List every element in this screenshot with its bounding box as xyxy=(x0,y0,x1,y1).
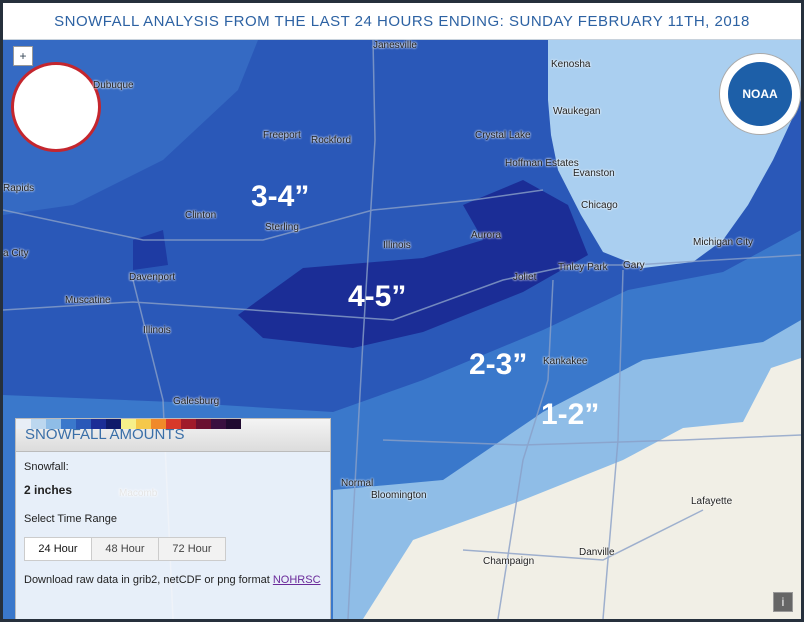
place-label: Rapids xyxy=(3,183,35,194)
scale-swatch xyxy=(136,419,151,429)
nws-logo xyxy=(11,62,101,152)
place-label: Bloomington xyxy=(371,490,427,501)
snowfall-label: 1-2” xyxy=(541,398,600,431)
place-label: Galesburg xyxy=(173,396,220,407)
legend-panel: SNOWFALL AMOUNTS Snowfall: 2 inches Sele… xyxy=(15,418,331,619)
scale-swatch xyxy=(31,419,46,429)
snowfall-label: Snowfall: xyxy=(24,461,69,473)
place-label: Sterling xyxy=(265,222,299,233)
scale-swatch xyxy=(16,419,31,429)
place-label: Chicago xyxy=(581,200,618,211)
scale-swatch xyxy=(46,419,61,429)
place-label: Kenosha xyxy=(551,59,591,70)
place-label: Clinton xyxy=(185,210,217,221)
scale-swatch xyxy=(196,419,211,429)
place-label: Danville xyxy=(579,547,615,558)
time-range-button[interactable]: 48 Hour xyxy=(91,537,159,561)
place-label: Dubuque xyxy=(93,80,134,91)
place-label: Muscatine xyxy=(65,295,111,306)
place-label: Joliet xyxy=(513,272,537,283)
place-label: Illinois xyxy=(143,325,171,336)
band-4-5 xyxy=(238,180,588,348)
time-range-label: Select Time Range xyxy=(24,513,117,525)
snowfall-label: 4-5” xyxy=(348,280,407,313)
place-label: Janesville xyxy=(373,40,417,51)
place-label: Champaign xyxy=(483,556,535,567)
place-label: Michigan City xyxy=(693,237,754,248)
snowfall-value: 2 inches xyxy=(24,483,73,497)
scale-swatch xyxy=(76,419,91,429)
color-scale xyxy=(16,419,241,429)
place-label: Gary xyxy=(623,260,645,271)
place-label: Tinley Park xyxy=(558,262,608,273)
scale-swatch xyxy=(61,419,76,429)
place-label: a City xyxy=(3,248,29,259)
scale-swatch xyxy=(121,419,136,429)
place-label: Crystal Lake xyxy=(475,130,531,141)
place-label: Illinois xyxy=(383,240,411,251)
place-label: Aurora xyxy=(471,230,502,241)
time-range-button[interactable]: 72 Hour xyxy=(158,537,226,561)
snowfall-label: 2-3” xyxy=(469,348,528,381)
place-label: Freeport xyxy=(263,130,301,141)
map[interactable]: NOAA + i Janesville Kenosha Dubuque Waukega… xyxy=(3,40,801,619)
snowfall-label: 3-4” xyxy=(251,180,310,213)
land xyxy=(363,358,801,619)
zoom-button[interactable]: + xyxy=(13,46,33,66)
download-text: Download raw data in grib2, netCDF or pn… xyxy=(24,574,321,586)
scale-swatch xyxy=(181,419,196,429)
download-link[interactable]: NOHRSC xyxy=(272,574,321,586)
place-label: Waukegan xyxy=(553,106,601,117)
page-title: SNOWFALL ANALYSIS FROM THE LAST 24 HOURS… xyxy=(3,3,801,40)
scale-swatch xyxy=(91,419,106,429)
noaa-logo: NOAA xyxy=(720,54,800,134)
download-description: Download raw data in grib2, netCDF or pn… xyxy=(24,574,270,586)
scale-swatch xyxy=(151,419,166,429)
scale-swatch xyxy=(211,419,226,429)
place-label: Normal xyxy=(341,478,374,489)
place-label: Hoffman Estates xyxy=(505,158,579,169)
scale-swatch xyxy=(106,419,121,429)
info-button[interactable]: i xyxy=(773,592,793,612)
time-range-button[interactable]: 24 Hour xyxy=(24,537,92,561)
place-label: Evanston xyxy=(573,168,615,179)
roads xyxy=(3,40,801,619)
place-label: Lafayette xyxy=(691,496,733,507)
place-label: Rockford xyxy=(311,135,352,146)
scale-swatch xyxy=(166,419,181,429)
place-label: Kankakee xyxy=(543,356,588,367)
scale-swatch xyxy=(226,419,241,429)
place-label: Davenport xyxy=(129,272,176,283)
